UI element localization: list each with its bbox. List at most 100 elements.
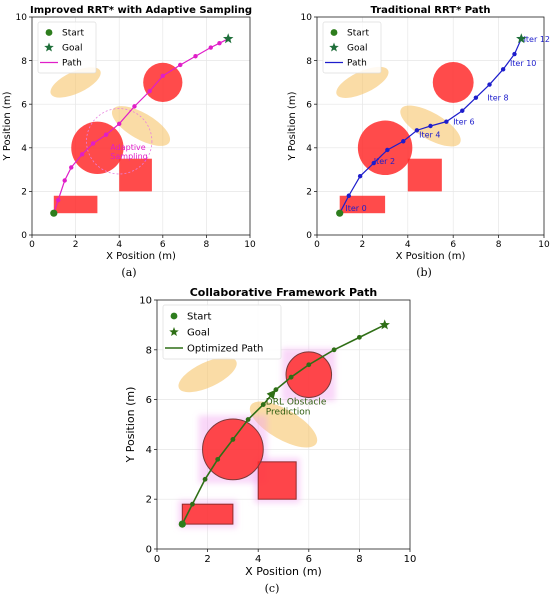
x-tick-label: 0 <box>29 240 35 250</box>
y-tick-label: 10 <box>301 13 313 23</box>
y-tick-label: 4 <box>21 144 27 154</box>
iteration-label: Iter 10 <box>510 59 536 68</box>
path-point <box>208 45 213 50</box>
legend-box <box>37 21 97 74</box>
legend-label: Start <box>187 312 212 323</box>
y-tick-label: 6 <box>306 100 312 110</box>
path-point <box>90 141 96 146</box>
panel-b: Iter 0 Iter 2 Iter 4 Iter 6 Iter 8 Iter 10 Ite… <box>287 5 550 262</box>
obstacle-rect <box>119 158 152 192</box>
path-point <box>401 139 406 144</box>
legend-goal-marker <box>44 42 54 52</box>
direction-arrow <box>266 389 276 400</box>
obstacle-rect <box>53 195 98 214</box>
axes-frame <box>31 16 251 236</box>
legend-label: Goal <box>187 328 210 339</box>
x-tick-label: 0 <box>314 240 320 250</box>
y-axis-label: Y Position (m) <box>124 387 137 464</box>
start-marker <box>336 209 344 217</box>
legend-label: Start <box>62 29 84 39</box>
annotation-text: Adaptive <box>110 143 145 152</box>
start-marker <box>50 209 58 217</box>
axes-frame <box>316 16 545 236</box>
goal-marker <box>379 319 390 330</box>
legend-label: Path <box>347 59 367 69</box>
obstacle-rect <box>407 158 442 192</box>
x-tick-label: 10 <box>404 554 417 565</box>
path-point <box>160 73 165 79</box>
y-tick-label: 6 <box>21 100 27 110</box>
y-tick-label: 2 <box>146 495 152 506</box>
x-tick-label: 6 <box>160 240 166 250</box>
caption-a: (a) <box>121 266 136 279</box>
path-point <box>288 374 294 380</box>
obstacle-rect <box>339 195 386 214</box>
x-tick-label: 4 <box>255 554 261 565</box>
x-axis-label: X Position (m) <box>245 565 322 578</box>
path-point <box>193 54 198 59</box>
path-point <box>69 165 74 170</box>
path-point <box>346 193 351 198</box>
path-point <box>444 119 449 124</box>
legend-label: Optimized Path <box>187 344 263 355</box>
path-point <box>414 128 420 133</box>
path-point <box>79 152 85 157</box>
sampling-region <box>86 108 153 175</box>
iteration-label: Iter 8 <box>487 94 508 103</box>
legend-start-marker <box>330 29 338 36</box>
chart-title: Improved RRT* with Adaptive Sampling <box>30 5 252 16</box>
legend-start-marker <box>170 312 178 320</box>
x-tick-label: 8 <box>204 240 210 250</box>
path-point <box>132 104 137 109</box>
y-tick-label: 8 <box>146 345 152 356</box>
obstacle-circle <box>285 351 333 398</box>
path-point <box>371 160 376 166</box>
iteration-label: Iter 0 <box>345 204 366 213</box>
legend-label: Start <box>347 29 369 39</box>
y-tick-label: 0 <box>21 231 27 241</box>
y-tick-label: 0 <box>306 231 312 241</box>
y-tick-label: 8 <box>306 57 312 67</box>
path-point <box>357 173 363 179</box>
y-tick-label: 10 <box>16 13 28 23</box>
legend-box <box>162 304 282 360</box>
path-point <box>178 62 183 68</box>
x-tick-label: 2 <box>360 240 366 250</box>
x-axis-label: X Position (m) <box>106 251 176 262</box>
obstacle-ellipse <box>50 67 101 98</box>
obstacle-rect <box>257 461 297 500</box>
y-tick-label: 8 <box>21 57 27 67</box>
obstacle-ellipse <box>178 357 237 393</box>
path-point <box>331 347 337 353</box>
path-point <box>260 402 266 407</box>
iteration-label: Iter 12 <box>524 35 550 44</box>
y-tick-label: 6 <box>146 395 152 406</box>
annotation-text: Prediction <box>266 408 311 418</box>
path-point <box>306 362 312 368</box>
obstacle-circle <box>432 61 474 103</box>
path-point <box>217 40 222 46</box>
goal-marker <box>222 33 234 44</box>
legend-goal-marker <box>329 42 339 52</box>
axes-frame <box>156 299 411 550</box>
caption-c: (c) <box>265 582 280 595</box>
path-point <box>473 95 479 100</box>
path-point <box>500 67 506 72</box>
path-point <box>202 476 208 482</box>
legend-label: Path <box>62 59 82 69</box>
obstacle-ellipse <box>249 401 318 448</box>
path-point <box>385 147 390 153</box>
y-axis-label: Y Position (m) <box>2 91 13 161</box>
goal-marker <box>516 33 527 44</box>
x-tick-label: 0 <box>154 554 160 565</box>
path-point <box>512 51 517 57</box>
iteration-label: Iter 4 <box>419 131 440 140</box>
x-tick-label: 4 <box>116 240 122 250</box>
annotation-text: Sampling <box>110 152 147 161</box>
obstacle-circle <box>357 120 413 176</box>
path-point <box>190 501 195 507</box>
y-tick-label: 2 <box>21 188 27 198</box>
